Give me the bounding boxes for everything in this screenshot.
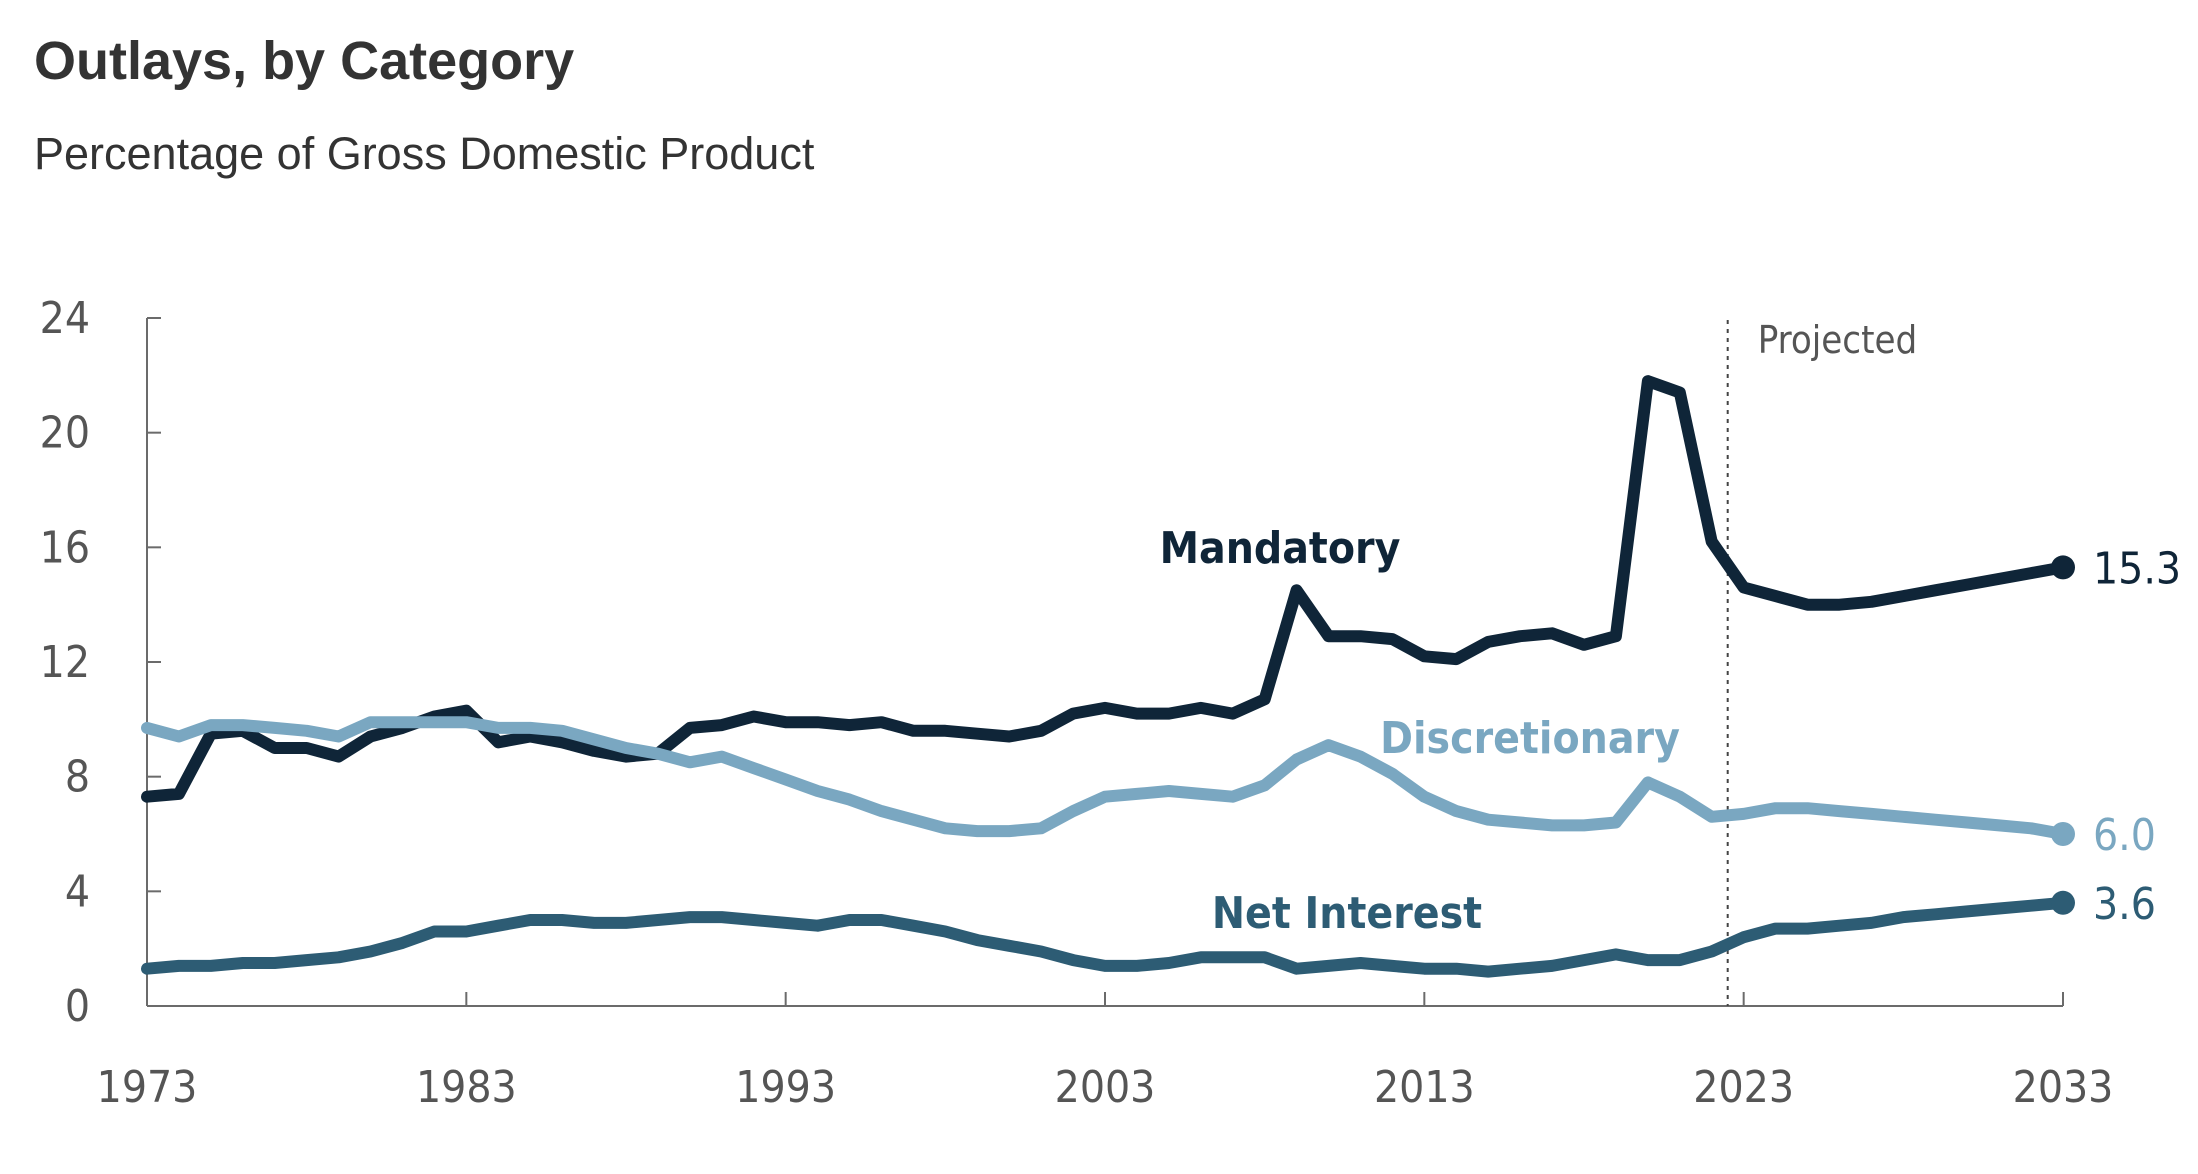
discretionary-end-value-label: 6.0 xyxy=(2093,810,2156,861)
y-tick-label: 4 xyxy=(65,866,90,917)
x-tick-label: 1983 xyxy=(416,1062,517,1113)
x-tick-label: 2033 xyxy=(2013,1062,2114,1113)
chart-subtitle: Percentage of Gross Domestic Product xyxy=(34,128,815,179)
discretionary-end-marker xyxy=(2051,822,2075,846)
x-tick-label: 2023 xyxy=(1693,1062,1794,1113)
x-tick-label: 2013 xyxy=(1374,1062,1475,1113)
chart-title: Outlays, by Category xyxy=(34,31,575,91)
y-tick-label: 0 xyxy=(65,981,90,1032)
y-tick-label: 12 xyxy=(40,637,90,688)
net-interest-series-label: Net Interest xyxy=(1212,888,1482,939)
projected-label: Projected xyxy=(1758,318,1918,362)
discretionary-series-line xyxy=(141,716,2069,840)
y-tick-label: 24 xyxy=(40,293,90,344)
discretionary-series-label: Discretionary xyxy=(1380,713,1680,764)
x-tick-label: 2003 xyxy=(1055,1062,1156,1113)
y-tick-label: 8 xyxy=(65,752,90,803)
mandatory-end-marker xyxy=(2051,555,2075,580)
net-interest-end-value-label: 3.6 xyxy=(2093,879,2156,930)
y-tick-label: 16 xyxy=(40,522,90,573)
y-tick-label: 20 xyxy=(40,408,90,459)
x-tick-label: 1993 xyxy=(735,1062,836,1113)
net-interest-end-marker xyxy=(2051,890,2075,915)
net-interest-series-line xyxy=(141,896,2069,978)
mandatory-series-line xyxy=(141,375,2069,803)
x-tick-label: 1973 xyxy=(97,1062,198,1113)
mandatory-series-label: Mandatory xyxy=(1160,523,1401,574)
mandatory-end-value-label: 15.3 xyxy=(2093,543,2181,594)
